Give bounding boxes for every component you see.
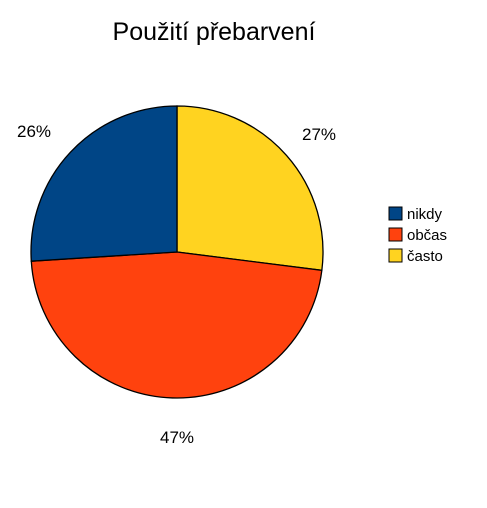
legend-swatch-často — [388, 248, 403, 263]
percent-label-občas: 47% — [160, 428, 194, 447]
pie-slice-nikdy — [30, 105, 178, 262]
percent-labels: 27% 47% 26% — [17, 122, 336, 447]
pie-slices — [30, 105, 324, 399]
chart-title: Použití přebarvení — [113, 18, 316, 46]
legend-swatch-nikdy — [388, 206, 403, 221]
legend: nikdy občas často — [388, 206, 447, 265]
pie-slice-občas — [30, 251, 323, 399]
legend-swatch-občas — [388, 227, 403, 242]
legend-label-občas: občas — [407, 227, 447, 244]
percent-label-nikdy: 26% — [17, 122, 51, 141]
legend-label-často: často — [407, 248, 443, 265]
pie-slice-často — [176, 105, 324, 272]
percent-label-často: 27% — [302, 125, 336, 144]
legend-label-nikdy: nikdy — [407, 206, 443, 223]
